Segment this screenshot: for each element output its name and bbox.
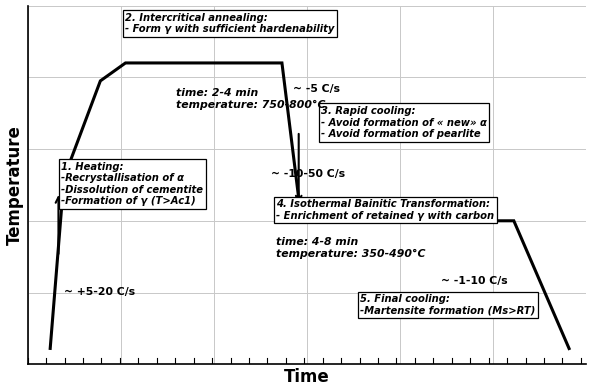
- Text: ~ -10-50 C/s: ~ -10-50 C/s: [271, 169, 345, 179]
- Text: ~ +5-20 C/s: ~ +5-20 C/s: [64, 287, 135, 297]
- X-axis label: Time: Time: [284, 368, 330, 387]
- Text: 2. Intercritical annealing:
- Form γ with sufficient hardenability: 2. Intercritical annealing: - Form γ wit…: [126, 13, 335, 34]
- Text: time: 2-4 min
temperature: 750-800°C: time: 2-4 min temperature: 750-800°C: [176, 88, 325, 110]
- Text: 3. Rapid cooling:
- Avoid formation of « new» α
- Avoid formation of pearlite: 3. Rapid cooling: - Avoid formation of «…: [321, 106, 487, 139]
- Text: ~ -1-10 C/s: ~ -1-10 C/s: [441, 276, 508, 287]
- Y-axis label: Temperature: Temperature: [5, 125, 24, 245]
- Text: time: 4-8 min
temperature: 350-490°C: time: 4-8 min temperature: 350-490°C: [276, 237, 426, 259]
- Text: 5. Final cooling:
-Martensite formation (Ms>RT): 5. Final cooling: -Martensite formation …: [360, 294, 536, 316]
- Text: ~ -5 C/s: ~ -5 C/s: [293, 84, 340, 94]
- Text: 1. Heating:
-Recrystallisation of α
-Dissolution of cementite
-Formation of γ (T: 1. Heating: -Recrystallisation of α -Dis…: [61, 162, 203, 207]
- Text: 4. Isothermal Bainitic Transformation:
- Enrichment of retained γ with carbon: 4. Isothermal Bainitic Transformation: -…: [276, 199, 494, 221]
